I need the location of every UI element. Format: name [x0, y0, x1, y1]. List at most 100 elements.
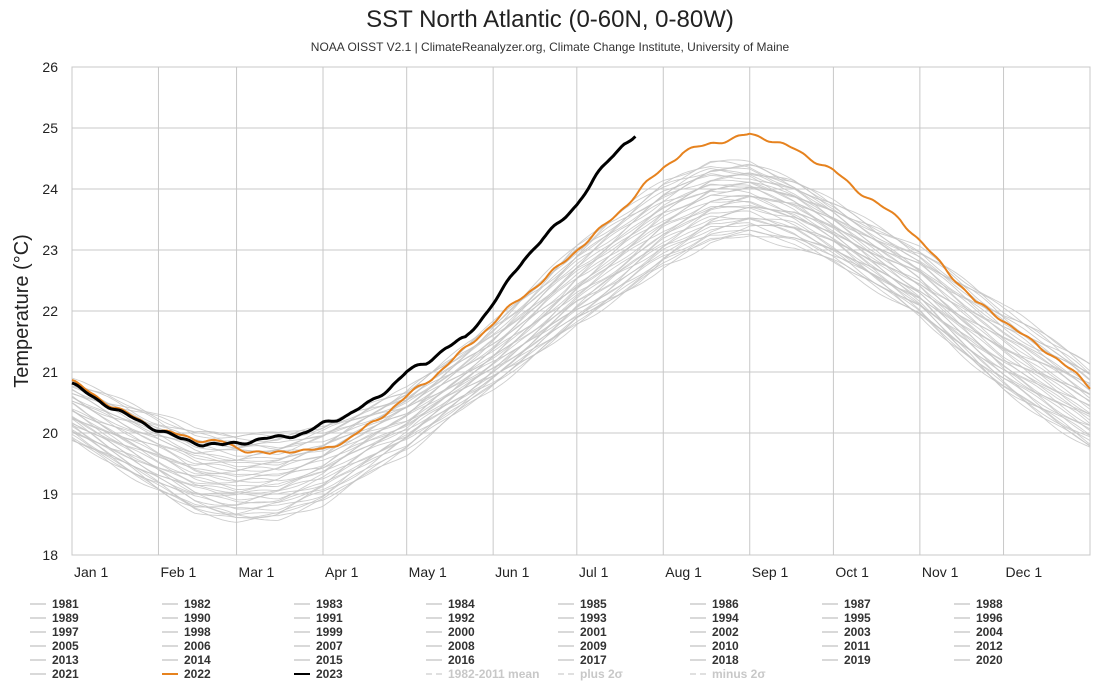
x-tick-label: Apr 1: [325, 564, 359, 580]
legend-item[interactable]: 1981: [30, 597, 162, 611]
x-tick-label: May 1: [409, 564, 447, 580]
legend-item[interactable]: 1992: [426, 611, 558, 625]
legend-item[interactable]: 1994: [690, 611, 822, 625]
legend-label: 1982: [184, 597, 211, 611]
legend-item[interactable]: 2001: [558, 625, 690, 639]
series-line-2020: [71, 164, 1091, 442]
legend-item[interactable]: 1987: [822, 597, 954, 611]
legend-swatch: [690, 673, 706, 675]
legend-swatch: [162, 603, 178, 605]
legend-label: 2008: [448, 639, 475, 653]
legend-swatch: [426, 673, 442, 675]
legend-item[interactable]: 1996: [954, 611, 1086, 625]
y-tick-label: 23: [42, 242, 58, 258]
legend-item[interactable]: 1989: [30, 611, 162, 625]
legend-label: 1990: [184, 611, 211, 625]
legend-item[interactable]: 1985: [558, 597, 690, 611]
axis-layer: 18 19 20 21 22 23 24 25 26 Jan 1 Feb 1 Mar 1 Apr 1 Ma…: [42, 59, 1042, 580]
legend-label: 1998: [184, 625, 211, 639]
legend-item[interactable]: 1998: [162, 625, 294, 639]
legend-swatch: [30, 659, 46, 661]
legend-item[interactable]: 1990: [162, 611, 294, 625]
legend-item[interactable]: 2003: [822, 625, 954, 639]
legend-item[interactable]: 2019: [822, 653, 954, 667]
x-tick-label: Sep 1: [752, 564, 789, 580]
legend-item[interactable]: 2009: [558, 639, 690, 653]
legend-swatch: [294, 603, 310, 605]
legend-item[interactable]: 1995: [822, 611, 954, 625]
legend-label: 2018: [712, 653, 739, 667]
legend-label: 2005: [52, 639, 79, 653]
x-tick-label: Jun 1: [495, 564, 529, 580]
legend-label: 1995: [844, 611, 871, 625]
legend-item[interactable]: 2022: [162, 667, 294, 681]
legend-item[interactable]: 2011: [822, 639, 954, 653]
legend-item[interactable]: 1982: [162, 597, 294, 611]
legend-item[interactable]: 2020: [954, 653, 1086, 667]
legend-item[interactable]: 1983: [294, 597, 426, 611]
series-line-1990: [71, 217, 1091, 504]
legend-label: 1994: [712, 611, 739, 625]
legend-item[interactable]: 2007: [294, 639, 426, 653]
legend-swatch: [690, 617, 706, 619]
legend-item[interactable]: 2017: [558, 653, 690, 667]
y-tick-label: 20: [42, 425, 58, 441]
legend-item[interactable]: 2018: [690, 653, 822, 667]
legend-label: 1985: [580, 597, 607, 611]
legend-item[interactable]: 2006: [162, 639, 294, 653]
series-line-1981: [71, 233, 1091, 523]
legend-item[interactable]: 1988: [954, 597, 1086, 611]
legend-item[interactable]: 1986: [690, 597, 822, 611]
legend-item[interactable]: 1999: [294, 625, 426, 639]
legend-label: 2014: [184, 653, 211, 667]
series-line-2022: [71, 132, 1091, 455]
legend-swatch: [558, 631, 574, 633]
x-tick-label: Dec 1: [1006, 564, 1043, 580]
legend-swatch: [426, 645, 442, 647]
legend-label: 1987: [844, 597, 871, 611]
legend-item[interactable]: 2008: [426, 639, 558, 653]
x-tick-label: Feb 1: [160, 564, 196, 580]
legend-item[interactable]: minus 2σ: [690, 667, 822, 681]
x-tick-label: Nov 1: [922, 564, 959, 580]
legend-item[interactable]: 2023: [294, 667, 426, 681]
legend-swatch: [426, 659, 442, 661]
legend-label: 2004: [976, 625, 1003, 639]
series-line-2011: [71, 174, 1091, 461]
legend-item[interactable]: 2010: [690, 639, 822, 653]
legend-swatch: [954, 617, 970, 619]
legend-swatch: [690, 659, 706, 661]
legend-swatch: [558, 659, 574, 661]
legend-item[interactable]: 2004: [954, 625, 1086, 639]
legend-item[interactable]: 2015: [294, 653, 426, 667]
legend-item[interactable]: 2016: [426, 653, 558, 667]
legend-label: 2001: [580, 625, 607, 639]
legend-item[interactable]: 1993: [558, 611, 690, 625]
y-tick-label: 22: [42, 303, 58, 319]
legend-label: 2015: [316, 653, 343, 667]
legend-item[interactable]: 1991: [294, 611, 426, 625]
series-line-1997: [71, 204, 1091, 487]
legend-item[interactable]: 1997: [30, 625, 162, 639]
legend-item[interactable]: 2000: [426, 625, 558, 639]
y-tick-label: 19: [42, 486, 58, 502]
legend-item[interactable]: 2012: [954, 639, 1086, 653]
series-line-1993: [71, 206, 1091, 501]
y-tick-label: 18: [42, 547, 58, 563]
legend-item[interactable]: 2002: [690, 625, 822, 639]
legend-label: 1988: [976, 597, 1003, 611]
legend-swatch: [954, 603, 970, 605]
legend-swatch: [822, 659, 838, 661]
series-line-2010: [71, 181, 1091, 462]
legend-item[interactable]: 2013: [30, 653, 162, 667]
legend-label: 2020: [976, 653, 1003, 667]
x-tick-label: Jan 1: [74, 564, 108, 580]
legend-item[interactable]: 1982-2011 mean: [426, 667, 558, 681]
legend-item[interactable]: 2021: [30, 667, 162, 681]
legend-item[interactable]: 1984: [426, 597, 558, 611]
y-tick-label: 26: [42, 59, 58, 75]
legend-item[interactable]: plus 2σ: [558, 667, 690, 681]
series-line-2006: [71, 184, 1091, 472]
legend-item[interactable]: 2014: [162, 653, 294, 667]
legend-item[interactable]: 2005: [30, 639, 162, 653]
